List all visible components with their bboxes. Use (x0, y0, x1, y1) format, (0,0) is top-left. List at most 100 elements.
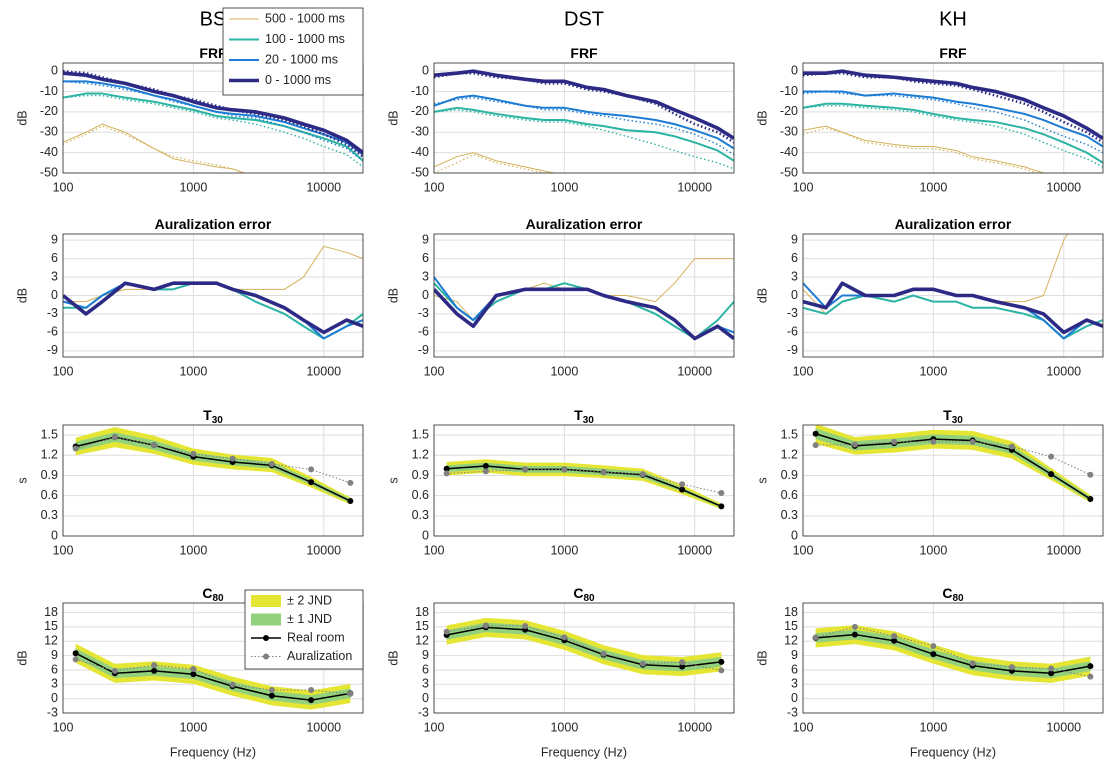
series-point (718, 489, 725, 496)
y-tick-label: 6 (422, 251, 429, 265)
series-line (803, 69, 1103, 140)
y-tick-label: 12 (44, 634, 58, 648)
series-line (63, 123, 246, 173)
series-point (718, 658, 725, 665)
panel-title: FRF (199, 45, 227, 61)
title-text: T (203, 407, 212, 423)
y-tick-label: -9 (418, 343, 429, 357)
y-tick-label: 1.2 (781, 448, 798, 462)
series-point (443, 465, 450, 472)
x-tick-label: 1000 (179, 180, 207, 194)
panel: -50 -40 -30 -20 -10 0 100 1000 10000 FRF dB (755, 45, 1104, 194)
series-point (268, 692, 275, 699)
plot-content (812, 425, 1094, 503)
series-point (891, 633, 898, 639)
panel-title: T30 (203, 407, 223, 426)
y-tick-label: 0 (422, 63, 429, 77)
y-tick-label: 3 (422, 677, 429, 691)
legend-label: Auralization (287, 649, 352, 663)
y-tick-label: -3 (418, 705, 429, 719)
title-text: C (942, 585, 952, 601)
title-text: Auralization error (526, 216, 643, 232)
x-tick-label: 10000 (306, 720, 341, 734)
y-tick-label: 18 (415, 605, 429, 619)
y-axis-label: dB (386, 110, 400, 125)
series-line (446, 626, 722, 668)
x-tick-label: 10000 (677, 180, 712, 194)
title-subscript: 30 (212, 415, 224, 426)
y-tick-label: 6 (51, 662, 58, 676)
x-tick-label: 100 (793, 543, 814, 557)
y-tick-label: 0.6 (41, 488, 58, 502)
series-point (1087, 673, 1094, 680)
y-tick-label: 12 (784, 634, 798, 648)
y-tick-label: 0.9 (412, 468, 429, 482)
x-tick-label: 100 (424, 180, 445, 194)
x-tick-label: 1000 (919, 180, 947, 194)
y-tick-label: -10 (40, 84, 58, 98)
x-tick-label: 10000 (306, 364, 341, 378)
series-line (63, 71, 363, 155)
series-point (969, 660, 976, 667)
y-axis-label: dB (755, 288, 769, 303)
axes-box (802, 424, 1104, 537)
y-tick-label: 0.6 (781, 488, 798, 502)
y-tick-label: 1.2 (41, 448, 58, 462)
x-tick-label: 10000 (1046, 543, 1081, 557)
series-point (522, 622, 529, 629)
x-axis-label: Frequency (Hz) (170, 745, 256, 759)
y-tick-label: -30 (780, 125, 798, 139)
y-tick-label: -20 (411, 104, 429, 118)
title-text: FRF (570, 45, 598, 61)
y-tick-label: 0.3 (41, 508, 58, 522)
series-point (930, 438, 937, 445)
panel: -9 -6 -3 0 3 6 9 100 1000 10000 Auralization error… (15, 216, 364, 378)
series-point (812, 442, 819, 449)
y-axis-label: dB (15, 288, 29, 303)
axes-box (433, 602, 735, 714)
series-point (891, 438, 898, 445)
series-line (434, 152, 557, 173)
legend-label: ± 1 JND (287, 612, 332, 626)
series-point (1048, 665, 1055, 672)
plot-content (812, 623, 1094, 683)
series-point (718, 503, 725, 510)
series-point (268, 461, 275, 468)
series-line (63, 94, 363, 168)
x-tick-label: 10000 (677, 543, 712, 557)
series-line (803, 102, 1103, 164)
y-tick-label: 9 (422, 648, 429, 662)
legend-label: 500 - 1000 ms (265, 11, 345, 25)
y-tick-label: 12 (415, 634, 429, 648)
x-tick-label: 10000 (1046, 720, 1081, 734)
series-point (308, 697, 315, 704)
axes-box (62, 62, 364, 174)
series-line (63, 125, 246, 173)
legend-label: 20 - 1000 ms (265, 52, 338, 66)
x-tick-label: 1000 (550, 543, 578, 557)
panel-title: T30 (574, 407, 594, 426)
y-tick-label: 6 (422, 662, 429, 676)
y-tick-label: 0 (51, 528, 58, 542)
y-tick-label: -10 (411, 84, 429, 98)
panel: 0 0.3 0.6 0.9 1.2 1.5 100 1000 10000 T30 s (386, 407, 735, 557)
x-tick-label: 1000 (550, 180, 578, 194)
title-subscript: 80 (953, 593, 965, 604)
x-tick-label: 100 (53, 364, 74, 378)
y-tick-label: 3 (51, 677, 58, 691)
y-tick-label: -20 (40, 104, 58, 118)
y-tick-label: 6 (51, 251, 58, 265)
plot-content (803, 69, 1103, 173)
legend: 500 - 1000 ms 100 - 1000 ms 20 - 1000 ms 0 … (222, 7, 364, 96)
panel: 0 0.3 0.6 0.9 1.2 1.5 100 1000 10000 T30 s (755, 407, 1104, 557)
x-tick-label: 100 (53, 720, 74, 734)
y-tick-label: -9 (47, 343, 58, 357)
y-axis-label: dB (15, 650, 29, 665)
x-tick-label: 100 (424, 720, 445, 734)
series-point (718, 667, 725, 674)
